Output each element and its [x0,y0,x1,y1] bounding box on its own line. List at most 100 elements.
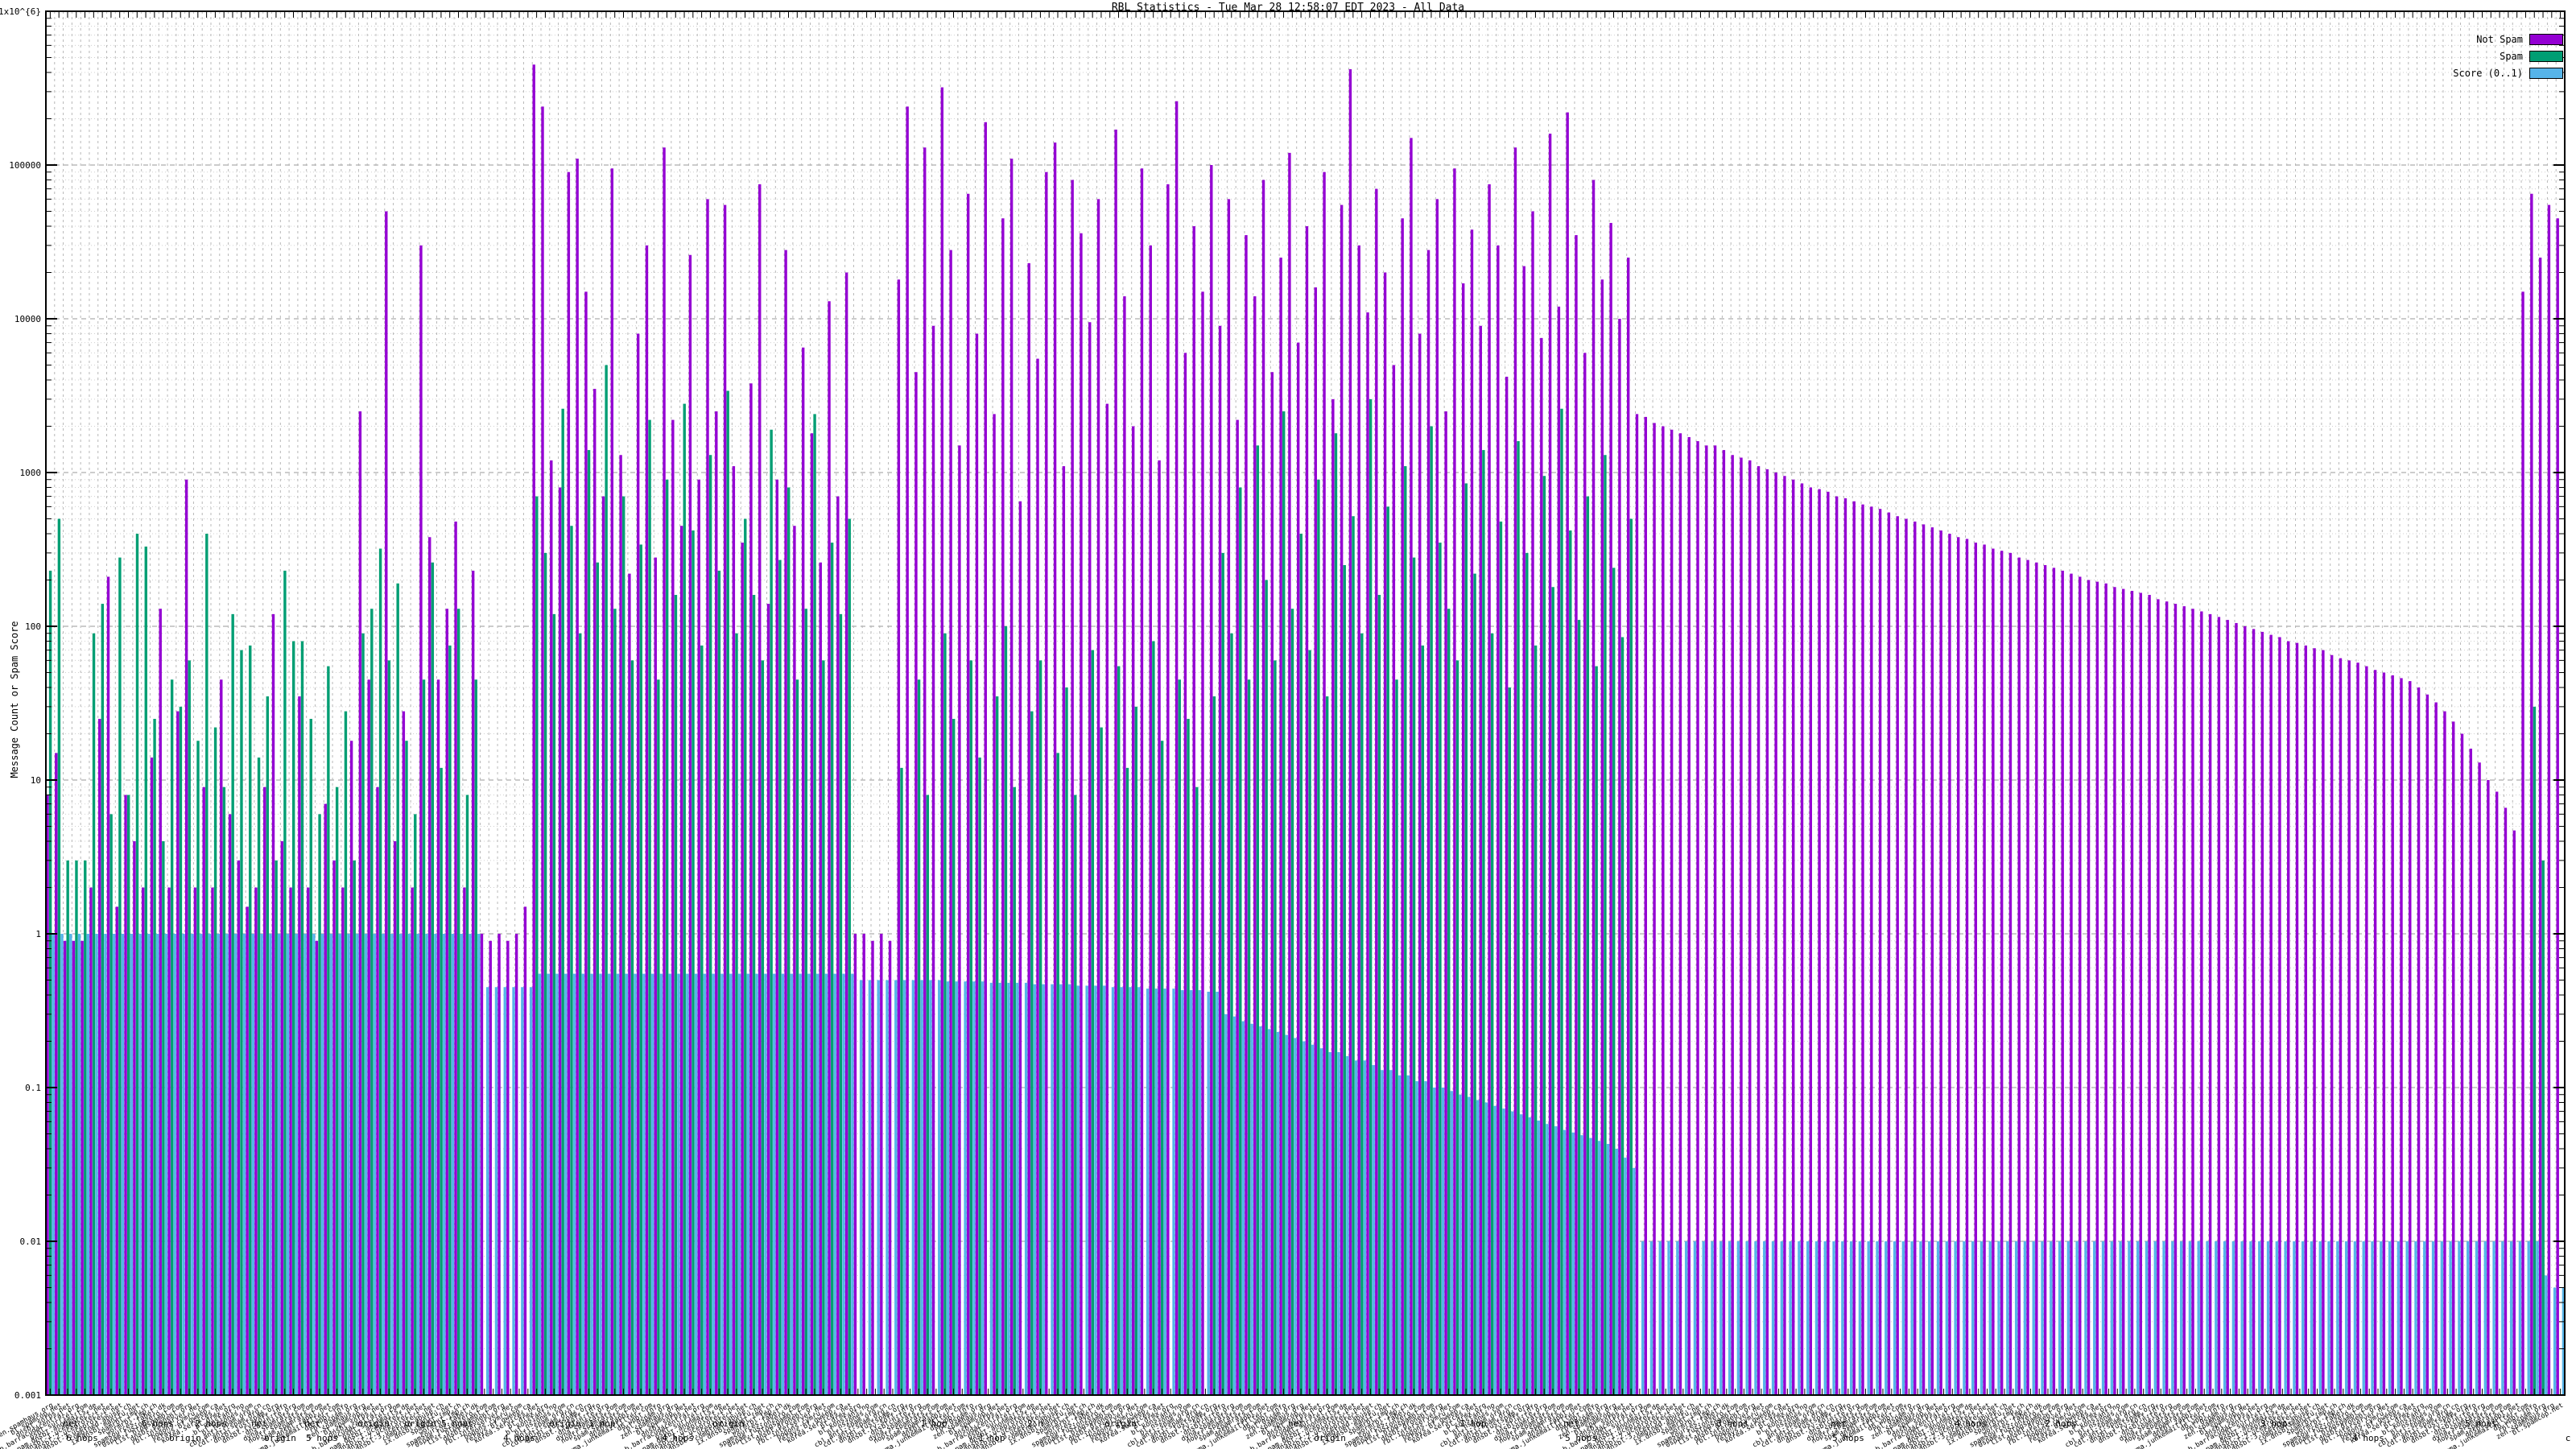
bar-not-spam [836,496,840,1395]
bar-score [2310,1241,2314,1395]
bar-spam [1117,666,1121,1395]
bar-score [164,934,168,1395]
bar-score [382,934,385,1395]
bar-score [1745,1241,1748,1395]
bar-spam [1360,633,1364,1395]
bar-score [1137,987,1141,1395]
bar-score [1067,984,1071,1395]
bar-not-spam [89,887,93,1395]
bar-score [390,934,394,1395]
bar-not-spam [72,940,76,1395]
bar-spam [1430,426,1433,1395]
bar-score [1216,991,1219,1395]
bar-not-spam [367,679,370,1395]
bar-not-spam [775,479,779,1395]
bar-score [1389,1070,1393,1395]
bar-score [1511,1111,1514,1395]
bar-not-spam [888,940,892,1395]
bar-spam [1412,557,1416,1396]
bar-spam [952,718,956,1395]
bar-score [225,934,229,1395]
bar-not-spam [159,609,162,1395]
bar-not-spam [1843,497,1847,1396]
bar-score [2162,1241,2165,1395]
bar-score [2188,1241,2192,1395]
bar-spam [735,633,738,1395]
bar-score [2284,1241,2287,1395]
bar-not-spam [1410,138,1413,1395]
bar-not-spam [801,347,805,1396]
bar-spam [622,496,625,1395]
bar-score [425,934,428,1395]
bar-not-spam [2052,568,2056,1395]
bar-spam [2533,706,2537,1395]
bar-score [199,934,203,1395]
bar-score [2084,1241,2087,1395]
bar-score [2440,1241,2444,1395]
x-label-fragment: origin [404,1418,436,1429]
bar-not-spam [306,887,310,1395]
y-tick-label: 100000 [9,160,41,171]
bar-score [790,973,794,1395]
bar-not-spam [2434,702,2438,1395]
bar-not-spam [2452,721,2455,1395]
bar-not-spam [558,487,562,1396]
bar-spam [1125,767,1129,1395]
legend-row-not-spam: Not Spam [2453,31,2563,47]
bar-not-spam [1618,319,1621,1395]
bar-score [2353,1241,2357,1395]
bar-spam [1013,786,1016,1395]
bar-score [1076,985,1080,1395]
bar-score [2431,1241,2435,1395]
bar-spam [1074,795,1077,1395]
bar-spam [1560,408,1563,1395]
bar-not-spam [324,803,327,1395]
bar-score [182,934,185,1395]
bar-score [1945,1241,1949,1395]
bar-spam [648,419,651,1395]
bar-score [886,980,889,1395]
bar-score [1901,1241,1905,1395]
bar-score [147,934,151,1395]
bar-score [121,934,125,1395]
axes-layer [45,10,2566,1396]
bar-not-spam [758,184,762,1396]
x-label-fragment: 1 hop [1459,1418,1486,1429]
x-label-fragment: 1 hop [978,1433,1005,1443]
bar-spam [101,604,105,1395]
bar-spam [92,633,96,1395]
bar-not-spam [167,887,171,1395]
bar-not-spam [2556,218,2559,1395]
bar-not-spam [1783,476,1786,1395]
bar-score [1502,1108,1505,1395]
bar-not-spam [2000,551,2004,1395]
bar-not-spam [454,521,457,1395]
bar-not-spam [1418,333,1422,1396]
bar-score [634,973,637,1395]
bar-score [668,973,671,1395]
bar-not-spam [853,934,857,1395]
bar-not-spam [1470,229,1474,1395]
bar-not-spam [1080,233,1083,1395]
bar-not-spam [211,887,214,1395]
bar-spam [1290,609,1294,1395]
x-label-fragment: 6 hops [66,1433,98,1443]
bar-spam [275,860,278,1395]
bar-spam [995,696,999,1395]
bar-not-spam [671,419,675,1395]
bar-score [1763,1241,1766,1395]
bar-spam [770,429,773,1395]
bar-score [1858,1241,1862,1395]
bar-spam [1065,687,1068,1395]
bar-score [1051,984,1054,1395]
bar-score [2171,1241,2174,1395]
bar-score [138,934,142,1395]
bar-spam [170,679,174,1395]
bar-not-spam [1731,455,1734,1395]
bar-not-spam [254,887,258,1395]
bar-score [1250,1023,1253,1395]
bar-score [2483,1241,2487,1395]
x-label-fragment: 1 hop [920,1418,947,1429]
bar-score [2344,1241,2348,1395]
bar-not-spam [2130,590,2134,1395]
